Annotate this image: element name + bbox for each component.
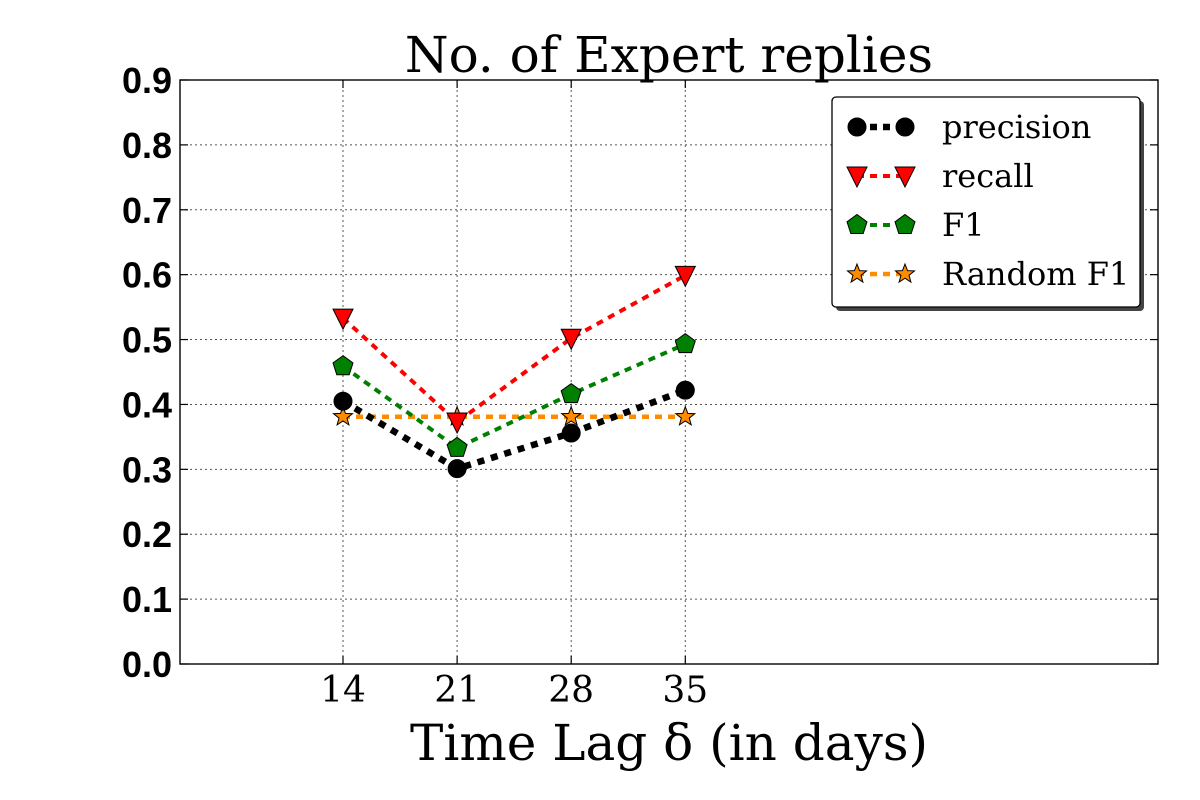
legend-marker bbox=[894, 166, 916, 189]
y-tick-label: 0.4 bbox=[122, 384, 172, 425]
legend-item: Random F1 bbox=[846, 255, 1129, 293]
y-tick-label: 0.9 bbox=[122, 60, 172, 101]
series-f1 bbox=[332, 332, 696, 457]
legend-marker bbox=[846, 262, 868, 284]
series-line bbox=[341, 387, 687, 473]
legend-marker bbox=[846, 213, 868, 234]
legend-label: recall bbox=[942, 157, 1034, 195]
legend-marker bbox=[894, 213, 916, 234]
y-tick-label: 0.2 bbox=[122, 514, 172, 555]
series-precision bbox=[333, 380, 695, 479]
legend-label: Random F1 bbox=[942, 255, 1129, 293]
data-point bbox=[560, 328, 583, 351]
legend-item: F1 bbox=[846, 206, 985, 244]
legend-item: recall bbox=[846, 157, 1034, 195]
legend-item: precision bbox=[847, 108, 1091, 146]
legend-label: F1 bbox=[942, 206, 985, 244]
legend-box bbox=[831, 96, 1141, 308]
data-point bbox=[332, 405, 354, 427]
y-tick-label: 0.5 bbox=[122, 320, 172, 361]
y-tick-label: 0.3 bbox=[122, 449, 172, 490]
y-tick-label: 0.0 bbox=[122, 644, 172, 685]
legend-label: precision bbox=[942, 108, 1091, 146]
series-line bbox=[341, 273, 687, 425]
series-line bbox=[341, 342, 687, 451]
data-point bbox=[674, 265, 697, 288]
data-point bbox=[446, 436, 468, 457]
y-tick-label: 0.8 bbox=[122, 125, 172, 166]
legend-marker bbox=[895, 117, 915, 137]
axis-ticks: 0.0 0.1 0.2 0.3 0.4 0.5 0.6 0.7 0.8 0.9 14 21 28 35 bbox=[122, 60, 1158, 711]
series-lines bbox=[332, 265, 697, 479]
data-point bbox=[674, 332, 696, 354]
legend-marker bbox=[894, 262, 916, 284]
data-point bbox=[675, 380, 695, 400]
series-recall bbox=[332, 265, 697, 435]
legend: precision recall F1 Random F1 bbox=[831, 96, 1144, 311]
data-point bbox=[447, 459, 467, 479]
y-tick-label: 0.1 bbox=[122, 579, 172, 620]
data-point bbox=[560, 382, 582, 404]
data-point bbox=[561, 423, 581, 443]
data-point bbox=[446, 412, 468, 435]
legend-marker bbox=[846, 166, 868, 189]
data-point bbox=[674, 405, 697, 427]
data-point bbox=[560, 405, 583, 427]
x-tick-label: 35 bbox=[662, 670, 708, 711]
y-tick-label: 0.6 bbox=[122, 255, 172, 296]
data-point bbox=[332, 308, 354, 331]
chart-title: No. of Expert replies bbox=[405, 26, 933, 84]
x-axis-label: Time Lag δ (in days) bbox=[410, 714, 928, 772]
legend-marker bbox=[847, 117, 867, 137]
data-point bbox=[333, 391, 353, 411]
data-point bbox=[332, 355, 354, 376]
x-tick-label: 21 bbox=[434, 670, 480, 711]
x-tick-label: 28 bbox=[548, 670, 594, 711]
x-tick-label: 14 bbox=[320, 670, 366, 711]
y-tick-label: 0.7 bbox=[122, 190, 172, 231]
plot-frame bbox=[179, 79, 1159, 665]
